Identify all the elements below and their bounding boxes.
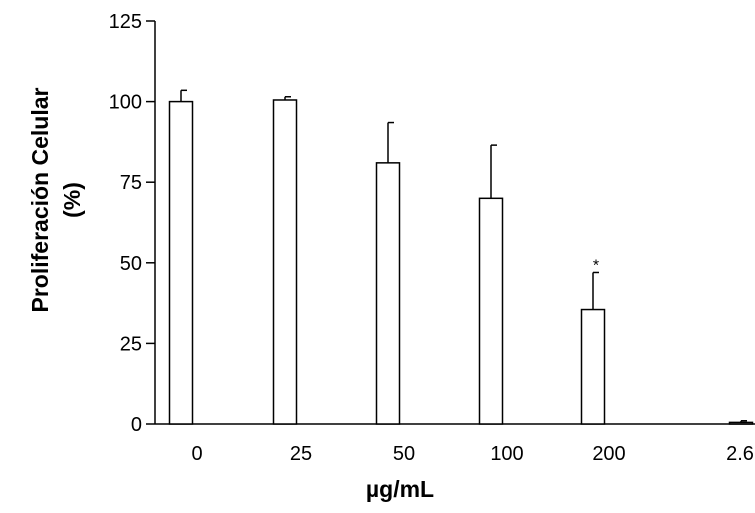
y-tick-label: 125 (109, 11, 142, 33)
x-tick-label: 0 (191, 443, 202, 465)
bar (168, 100, 194, 425)
y-tick-label: 100 (109, 92, 142, 114)
y-tick-label: 50 (120, 253, 142, 275)
bar (728, 421, 754, 425)
y-tick-label: 0 (131, 414, 142, 436)
y-tick-label: 75 (120, 172, 142, 194)
bars: * (168, 89, 754, 425)
x-axis: 0 25 50 100 200 2.6 (155, 423, 755, 465)
bar (580, 308, 606, 425)
y-axis: 0 25 50 75 100 125 (109, 11, 156, 436)
y-tick-label: 25 (120, 333, 142, 355)
x-tick-label: 100 (490, 443, 523, 465)
x-tick-label: 50 (393, 443, 415, 465)
x-tick-label: 200 (592, 443, 625, 465)
x-axis-title: µg/mL (366, 476, 434, 502)
x-tick-label: 25 (290, 443, 312, 465)
y-axis-title-unit: (%) (59, 182, 85, 218)
x-tick-label: 2.6 (726, 443, 754, 465)
y-axis-title: Proliferación Celular (27, 87, 53, 312)
significance-marker: * (593, 257, 599, 274)
bar (478, 197, 504, 425)
bar (272, 99, 298, 425)
bar (375, 162, 401, 425)
